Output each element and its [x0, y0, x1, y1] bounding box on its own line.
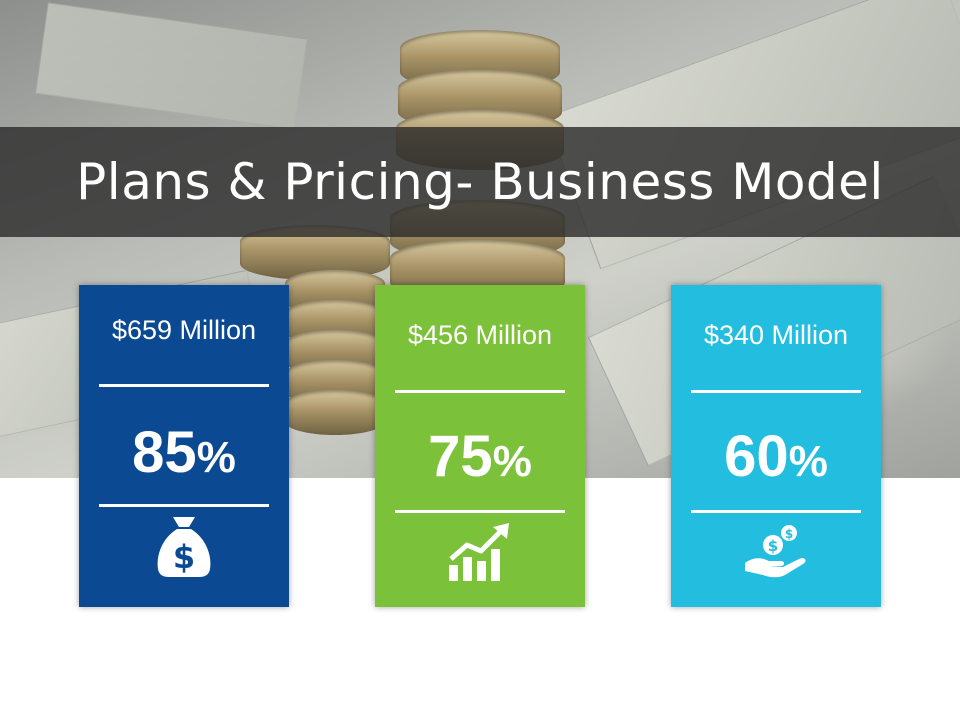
divider [691, 510, 861, 513]
growth-chart-icon [375, 521, 585, 588]
svg-text:$: $ [173, 538, 195, 576]
divider [691, 390, 861, 393]
hand-coins-icon: $ $ [671, 523, 881, 586]
divider [395, 390, 565, 393]
divider [99, 504, 269, 507]
title-band [0, 127, 960, 237]
card-amount: $340 Million [703, 320, 849, 350]
money-bag-icon: $ [79, 513, 289, 584]
card-percent: 60% [724, 424, 828, 489]
pricing-card-2: $456 Million 75% [375, 285, 585, 607]
card-percent: 75% [428, 424, 532, 489]
slide-title: Plans & Pricing- Business Model [76, 153, 884, 211]
card-percent: 85% [132, 420, 236, 485]
svg-text:$: $ [785, 527, 793, 541]
divider [99, 384, 269, 387]
svg-text:$: $ [768, 537, 778, 555]
divider [395, 510, 565, 513]
pricing-card-1: $659 Million 85% $ [79, 285, 289, 607]
card-amount: $659 Million [111, 315, 257, 345]
card-amount: $456 Million [407, 320, 553, 350]
pricing-card-3: $340 Million 60% $ $ [671, 285, 881, 607]
